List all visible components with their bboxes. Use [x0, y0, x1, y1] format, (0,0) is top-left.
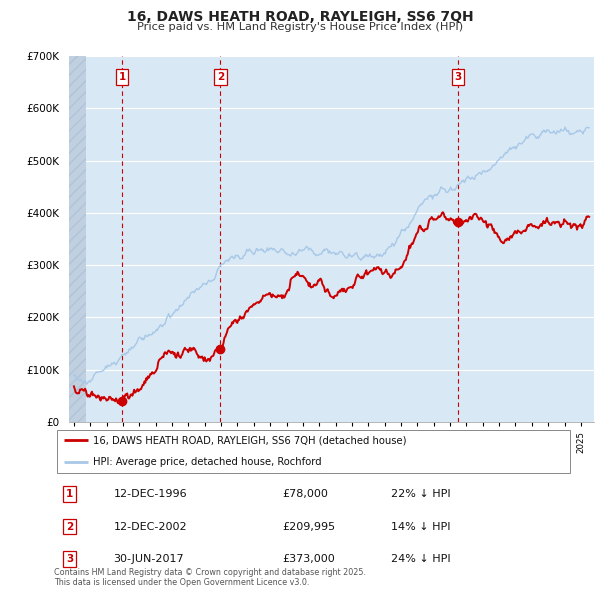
Text: Contains HM Land Registry data © Crown copyright and database right 2025.
This d: Contains HM Land Registry data © Crown c… [54, 568, 366, 587]
Text: 12-DEC-2002: 12-DEC-2002 [113, 522, 187, 532]
Text: 1: 1 [66, 489, 73, 499]
Text: £78,000: £78,000 [283, 489, 328, 499]
Text: 3: 3 [455, 72, 462, 82]
Text: 16, DAWS HEATH ROAD, RAYLEIGH, SS6 7QH: 16, DAWS HEATH ROAD, RAYLEIGH, SS6 7QH [127, 10, 473, 24]
Text: £373,000: £373,000 [283, 554, 335, 564]
Text: 2: 2 [217, 72, 224, 82]
FancyBboxPatch shape [56, 430, 571, 473]
Text: Price paid vs. HM Land Registry's House Price Index (HPI): Price paid vs. HM Land Registry's House … [137, 22, 463, 32]
Text: 1: 1 [119, 72, 126, 82]
Text: 14% ↓ HPI: 14% ↓ HPI [391, 522, 451, 532]
Bar [69, 56, 86, 422]
Text: 3: 3 [66, 554, 73, 564]
Text: 30-JUN-2017: 30-JUN-2017 [113, 554, 184, 564]
Text: 2: 2 [66, 522, 73, 532]
Text: HPI: Average price, detached house, Rochford: HPI: Average price, detached house, Roch… [93, 457, 322, 467]
Text: 24% ↓ HPI: 24% ↓ HPI [391, 554, 451, 564]
Text: £209,995: £209,995 [283, 522, 335, 532]
Text: 12-DEC-1996: 12-DEC-1996 [113, 489, 187, 499]
Text: 16, DAWS HEATH ROAD, RAYLEIGH, SS6 7QH (detached house): 16, DAWS HEATH ROAD, RAYLEIGH, SS6 7QH (… [93, 435, 406, 445]
Text: 22% ↓ HPI: 22% ↓ HPI [391, 489, 451, 499]
